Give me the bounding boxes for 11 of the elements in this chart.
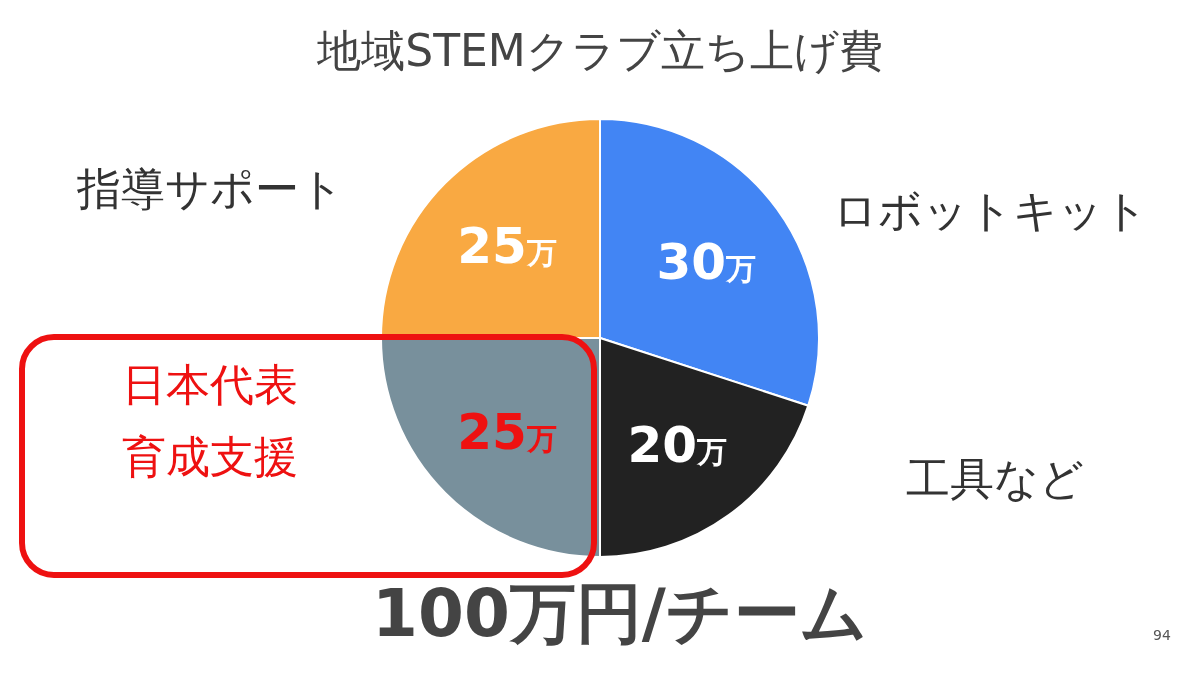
- slice-label: 日本代表育成支援: [122, 359, 298, 482]
- data-label: 25万: [457, 402, 557, 461]
- slice-label: 工具など: [906, 453, 1084, 504]
- data-label: 20万: [627, 416, 728, 475]
- text: 100万円/チーム: [372, 575, 868, 652]
- text: 94: [1153, 627, 1171, 643]
- slice-label: ロボットキット: [832, 185, 1148, 236]
- slice-label: 指導サポート: [75, 163, 344, 214]
- chart-title: 地域STEMクラブ立ち上げ費: [316, 25, 883, 76]
- data-label: 30万: [656, 232, 757, 291]
- data-label: 25万: [457, 217, 557, 276]
